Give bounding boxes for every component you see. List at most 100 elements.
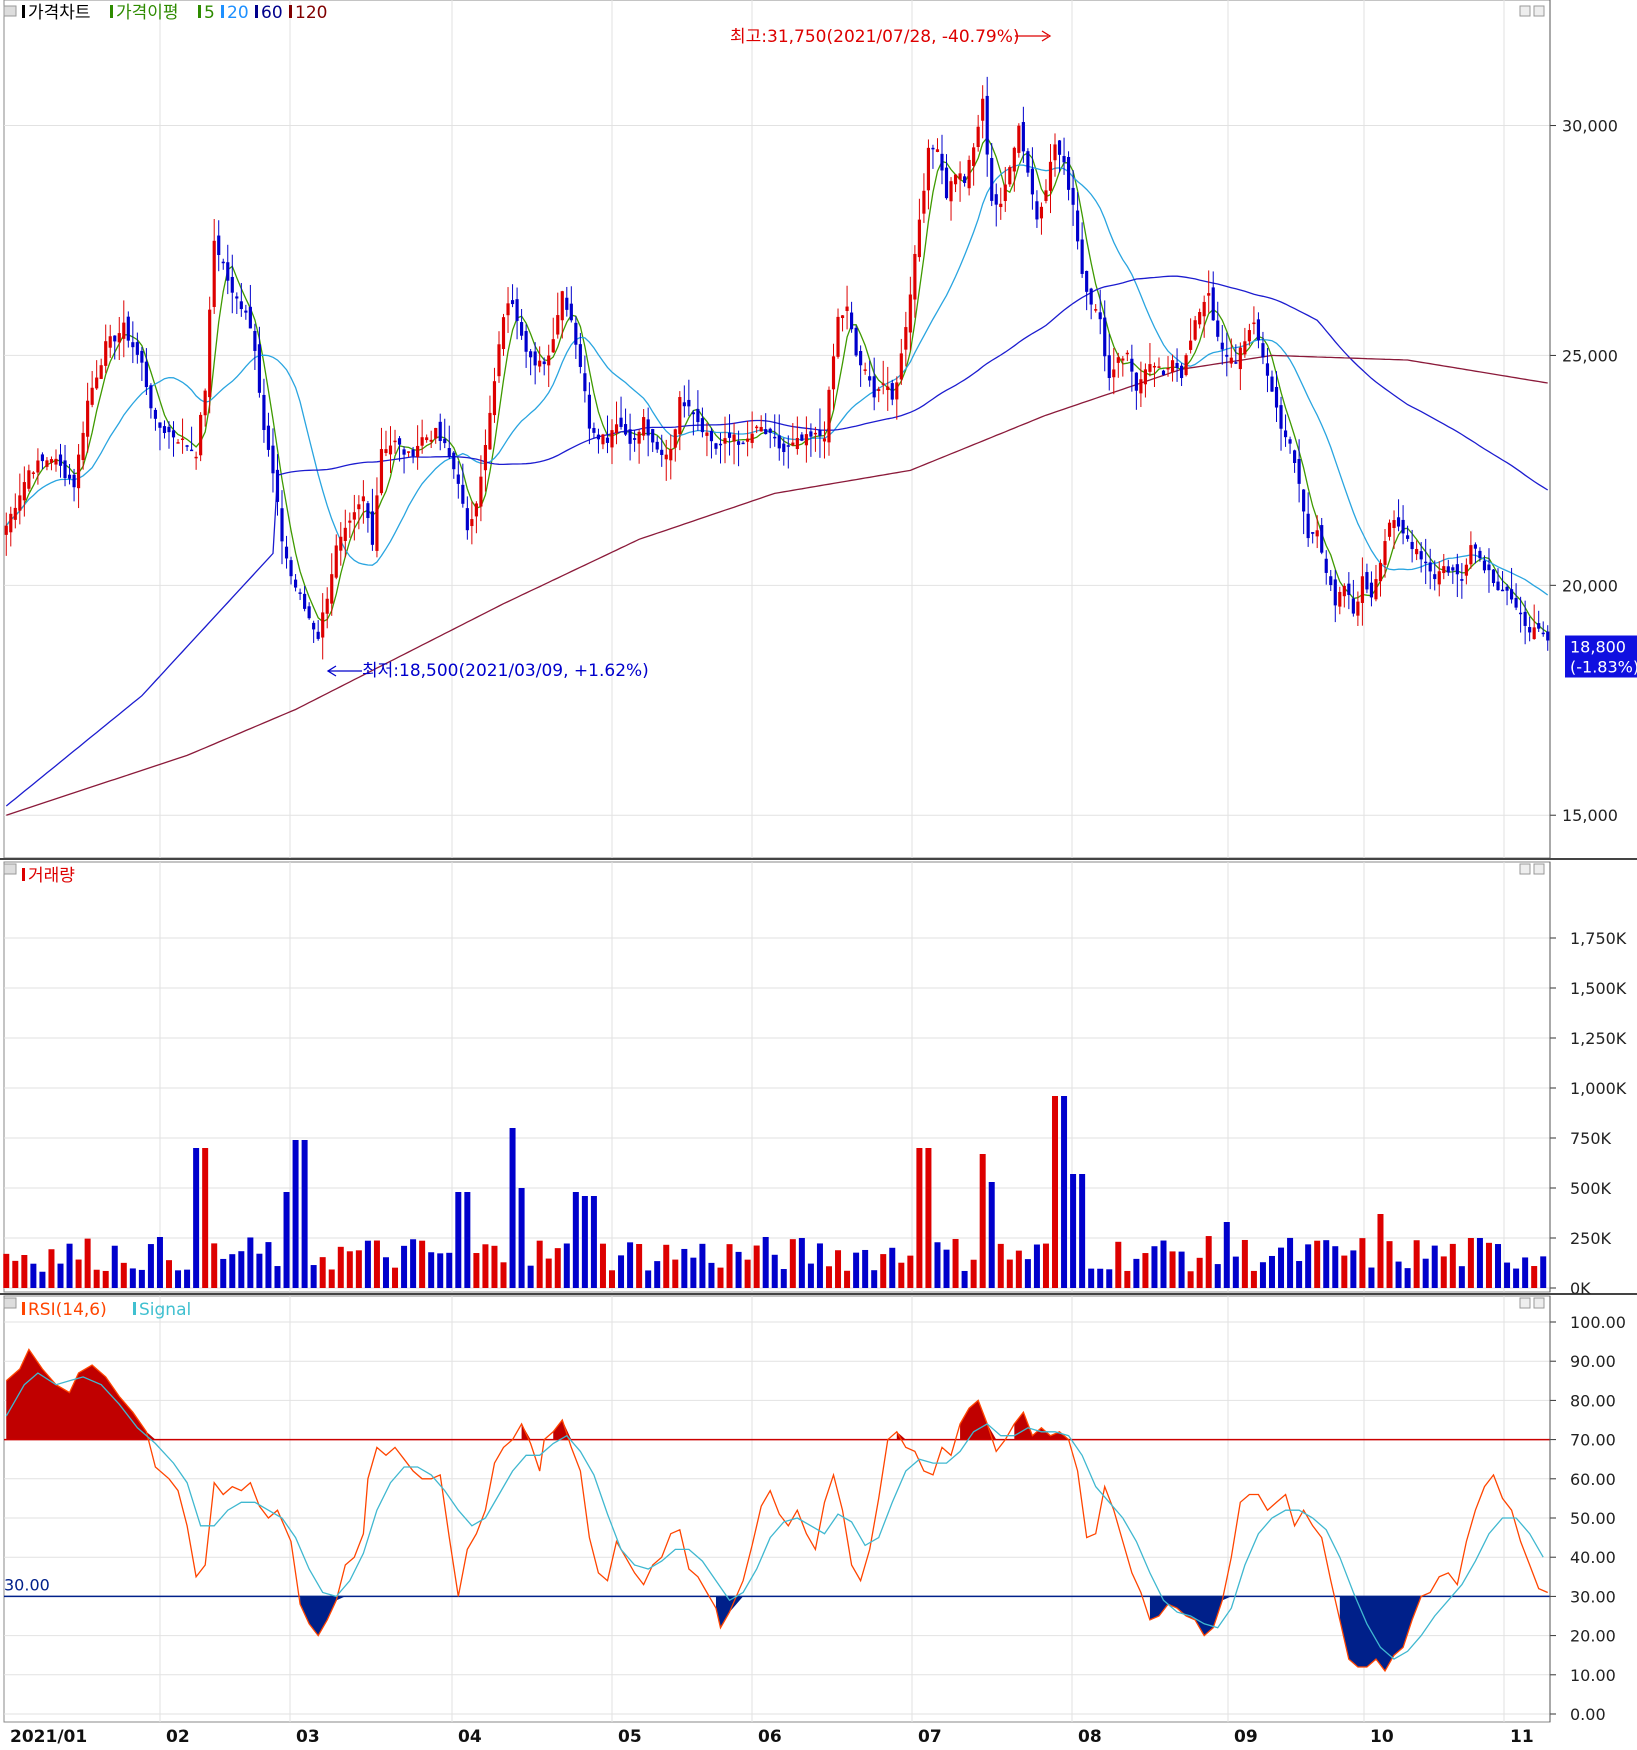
volume-bar <box>165 1260 172 1288</box>
panel-minimize-button <box>1519 863 1531 875</box>
volume-bar <box>509 1128 516 1288</box>
candle-body <box>1505 586 1509 591</box>
candle-body <box>230 276 234 293</box>
volume-bar <box>12 1260 19 1288</box>
candle-body <box>90 387 94 405</box>
candle-body <box>1243 341 1247 355</box>
candle-body <box>642 417 646 436</box>
candle-body <box>81 432 85 461</box>
candle-body <box>325 598 329 614</box>
candle-body <box>1374 579 1378 600</box>
candle-body <box>587 394 591 429</box>
candle-body <box>1247 330 1251 342</box>
volume-bar <box>1160 1240 1167 1288</box>
candle-body <box>95 377 99 389</box>
candle-body <box>877 389 881 391</box>
candle-body <box>854 327 858 356</box>
candle-body <box>691 412 695 415</box>
candle-body <box>818 429 822 436</box>
rsi-axis-label: 60.00 <box>1570 1470 1616 1489</box>
last-price-label: 18,800 <box>1570 638 1626 657</box>
candle-body <box>1189 340 1193 350</box>
candle-body <box>1500 589 1505 592</box>
candle-body <box>1112 369 1116 378</box>
volume-bar <box>1024 1259 1031 1288</box>
candle-body <box>1026 151 1030 173</box>
candle-body <box>700 418 704 433</box>
low-arrowhead <box>326 665 337 677</box>
volume-bar <box>708 1262 715 1288</box>
candle-body <box>1021 122 1025 152</box>
candle-body <box>791 442 795 446</box>
candle-body <box>266 425 271 450</box>
candle-body <box>1514 597 1518 608</box>
volume-bar <box>1205 1236 1212 1288</box>
candle-body <box>669 449 673 461</box>
volume-bar <box>292 1140 299 1288</box>
volume-bar <box>690 1257 697 1288</box>
candle-body <box>886 386 890 391</box>
candle-body <box>501 317 506 350</box>
volume-bar <box>1368 1267 1375 1288</box>
candle-body <box>1130 358 1134 372</box>
volume-bar <box>274 1266 281 1288</box>
candle-body <box>465 508 469 531</box>
panel-buttons[interactable] <box>3 5 1545 1309</box>
x-axis-label: 2021/01 <box>10 1727 87 1747</box>
volume-bar <box>437 1253 444 1288</box>
rsi-axis-label: 10.00 <box>1570 1666 1616 1685</box>
candle-body <box>1410 541 1414 550</box>
candle-body <box>782 443 786 453</box>
candle-body <box>1424 561 1428 564</box>
candle-body <box>447 447 451 458</box>
volume-bar <box>1522 1257 1529 1288</box>
candle-body <box>917 219 921 258</box>
candle-body <box>596 434 601 440</box>
candle-body <box>1365 572 1369 590</box>
candle-body <box>199 414 203 456</box>
candle-body <box>343 527 347 541</box>
candle-body <box>1062 156 1066 163</box>
candle-body <box>1473 544 1477 549</box>
candle-body <box>999 203 1003 208</box>
candle-body <box>1406 535 1410 539</box>
volume-bar <box>1151 1246 1158 1288</box>
volume-bar <box>30 1263 37 1288</box>
candle-body <box>1089 288 1093 305</box>
volume-bar <box>1061 1096 1068 1288</box>
candle-body <box>153 409 158 419</box>
candle-body <box>510 300 515 305</box>
candle-body <box>135 342 139 355</box>
candle-body <box>863 369 867 371</box>
candle-body <box>655 441 659 450</box>
volume-bar <box>1250 1270 1257 1288</box>
signal-line <box>5 1372 1544 1660</box>
price-axis-label: 15,000 <box>1562 806 1618 825</box>
volume-bar <box>138 1269 145 1288</box>
candle-body <box>614 424 619 434</box>
high-arrowhead <box>1041 30 1052 42</box>
volume-bar <box>147 1244 154 1288</box>
volume-bar <box>1133 1258 1140 1288</box>
volume-bar <box>645 1270 652 1288</box>
candle-body <box>393 440 397 443</box>
volume-bar <box>93 1269 100 1288</box>
volume-bar <box>943 1249 950 1288</box>
candle-body <box>981 98 985 121</box>
candle-body <box>334 545 338 578</box>
legend-swatch <box>133 1302 136 1315</box>
candle-body <box>1306 513 1310 539</box>
axes: 30,000 25,000 20,000 15,000 1,750K 1,500K 1,25… <box>10 0 1627 1747</box>
volume-bar <box>1214 1264 1221 1288</box>
volume-bar <box>934 1242 941 1288</box>
candle-body <box>122 322 126 339</box>
panel-close-button <box>1533 1297 1545 1309</box>
volume-bar <box>419 1240 426 1288</box>
candle-body <box>881 383 885 385</box>
volume-bar <box>988 1182 995 1288</box>
candle-body <box>330 574 334 604</box>
volume-bar <box>1377 1214 1384 1288</box>
candle-body <box>275 469 280 502</box>
rsi-axis-label: 50.00 <box>1570 1509 1616 1528</box>
volume-bar <box>672 1259 679 1288</box>
